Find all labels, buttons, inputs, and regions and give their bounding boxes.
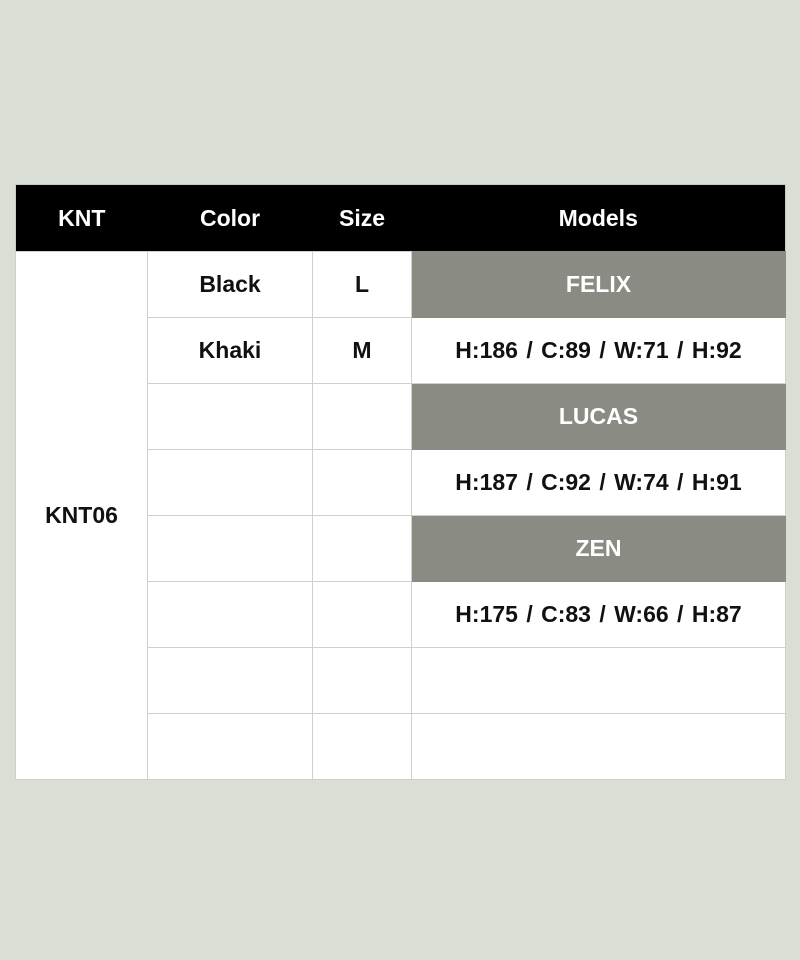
color-cell: [147, 647, 313, 714]
table-row: [16, 713, 786, 780]
model-measurements: H:186 / C:89 / W:71 / H:92: [411, 317, 786, 384]
table-row: H:187 / C:92 / W:74 / H:91: [16, 449, 786, 516]
color-cell: Khaki: [147, 317, 313, 384]
header-knt: KNT: [15, 184, 148, 252]
color-cell: [147, 581, 313, 648]
size-cell: [312, 647, 412, 714]
size-cell: L: [312, 251, 412, 318]
model-name: LUCAS: [411, 383, 786, 450]
table-row: KNT06 Black L FELIX: [15, 251, 786, 780]
table-row: [16, 647, 786, 714]
color-cell: Black: [147, 251, 313, 318]
size-cell: [312, 581, 412, 648]
size-cell: [312, 449, 412, 516]
table-row: LUCAS: [16, 383, 786, 450]
table-row: ZEN: [16, 515, 786, 582]
header-row: KNT Color Size Models: [15, 184, 786, 252]
knt-code: KNT06: [15, 251, 148, 780]
size-cell: [312, 713, 412, 780]
header-size: Size: [312, 184, 412, 252]
header-models: Models: [411, 184, 786, 252]
model-measurements: H:187 / C:92 / W:74 / H:91: [411, 449, 786, 516]
size-table: KNT Color Size Models KNT06 Black L FELIX Kh…: [15, 184, 786, 780]
color-cell: [147, 449, 313, 516]
model-name: ZEN: [411, 515, 786, 582]
size-cell: M: [312, 317, 412, 384]
header-color: Color: [147, 184, 313, 252]
model-measurements: [411, 647, 786, 714]
model-measurements: [411, 713, 786, 780]
size-cell: [312, 383, 412, 450]
model-measurements: H:175 / C:83 / W:66 / H:87: [411, 581, 786, 648]
color-cell: [147, 383, 313, 450]
table-row: Khaki M H:186 / C:89 / W:71 / H:92: [16, 317, 786, 384]
color-cell: [147, 515, 313, 582]
size-cell: [312, 515, 412, 582]
color-cell: [147, 713, 313, 780]
model-name: FELIX: [411, 251, 786, 318]
